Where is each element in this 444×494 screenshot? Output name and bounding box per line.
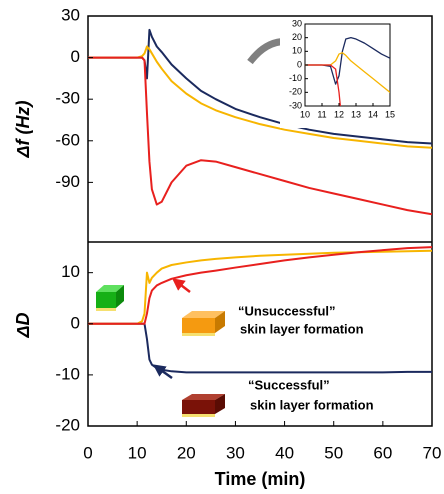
bottom-plot xyxy=(88,246,432,374)
x-tick-label: 70 xyxy=(423,443,442,462)
plot-frame xyxy=(87,15,433,427)
x-tick-label: 14 xyxy=(368,109,378,119)
x-tick-label: 10 xyxy=(128,443,147,462)
arrow-blue xyxy=(152,364,173,380)
inset-plot xyxy=(305,37,390,106)
annotation: “Successful” xyxy=(248,377,330,392)
y-tick-label: 0 xyxy=(71,47,80,66)
cube-orange xyxy=(182,311,225,336)
y-tick-label: -90 xyxy=(55,172,80,191)
x-tick-label: 10 xyxy=(300,109,310,119)
x-tick-label: 12 xyxy=(334,109,344,119)
y-tick-label: 30 xyxy=(292,18,302,28)
series-line xyxy=(305,64,342,106)
cube-green xyxy=(96,285,124,311)
y-tick-label: -60 xyxy=(55,130,80,149)
x-tick-label: 13 xyxy=(351,109,361,119)
y-tick-label: -20 xyxy=(289,87,302,97)
x-tick-label: 50 xyxy=(324,443,343,462)
series-line xyxy=(88,56,432,216)
top-plot xyxy=(88,28,432,216)
x-tick-label: 15 xyxy=(385,109,395,119)
y-tick-label: -30 xyxy=(55,89,80,108)
series-line xyxy=(88,249,432,325)
y-tick-label: 20 xyxy=(292,32,302,42)
y-tick-label: -10 xyxy=(289,73,302,83)
y-tick-label: 30 xyxy=(61,5,80,24)
x-tick-label: 30 xyxy=(226,443,245,462)
cube-darkred xyxy=(182,394,225,417)
arrow-red xyxy=(172,278,191,293)
y-tick-label: 0 xyxy=(71,313,80,332)
y-tick-label: -20 xyxy=(55,415,80,434)
x-tick-label: 60 xyxy=(373,443,392,462)
y-tick-label: -30 xyxy=(289,100,302,110)
x-tick-label: 11 xyxy=(317,109,326,119)
x-axis-label: Time (min) xyxy=(215,469,306,489)
y-tick-label: -10 xyxy=(55,364,80,383)
series-line xyxy=(88,246,432,325)
y-axis-label: Δf (Hz) xyxy=(13,100,33,158)
x-tick-label: 0 xyxy=(83,443,92,462)
annotation: skin layer formation xyxy=(250,397,374,412)
y-tick-label: 0 xyxy=(297,59,302,69)
y-axis-label: ΔD xyxy=(13,312,33,338)
x-tick-label: 40 xyxy=(275,443,294,462)
annotation: skin layer formation xyxy=(240,321,364,336)
series-line xyxy=(88,45,432,149)
y-tick-label: 10 xyxy=(61,262,80,281)
annotation: “Unsuccessful” xyxy=(238,303,336,318)
x-tick-label: 20 xyxy=(177,443,196,462)
y-tick-label: 10 xyxy=(292,46,302,56)
